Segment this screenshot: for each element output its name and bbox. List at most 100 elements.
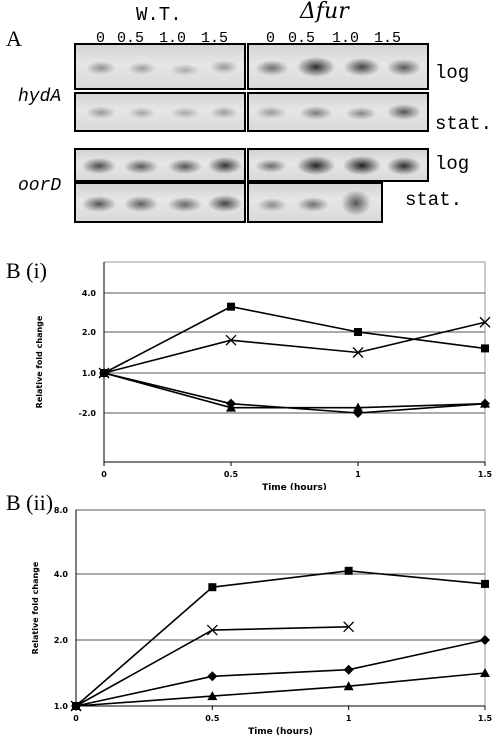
row-label-stat: stat.	[405, 189, 463, 211]
x-axis-title: Time (hours)	[248, 727, 313, 737]
series-line-triangle	[103, 372, 486, 409]
gel-band	[208, 195, 242, 212]
gel-band	[170, 107, 200, 119]
data-point-square	[481, 344, 489, 353]
gel-band	[82, 196, 116, 212]
gel-hyda-wt-log	[74, 43, 246, 90]
x-tick-label: 0.5	[205, 714, 220, 723]
x-tick-label: 1	[355, 470, 361, 479]
gel-band	[297, 57, 335, 77]
x-tick-label: 1	[346, 714, 352, 723]
data-point-square	[344, 566, 353, 575]
data-point-triangle	[353, 402, 363, 412]
row-label-log: log	[435, 153, 470, 175]
data-point-triangle	[71, 701, 81, 710]
series-line-diamond	[75, 639, 486, 707]
data-point-triangle	[480, 398, 490, 408]
gel-band	[82, 158, 116, 174]
gel-oord-wt-log	[74, 148, 246, 182]
y-axis-title: Relative fold change	[31, 561, 40, 654]
gel-band	[299, 106, 333, 120]
series-line-triangle	[75, 672, 486, 707]
data-point-diamond	[207, 671, 218, 682]
gel-band	[210, 106, 238, 119]
data-point-diamond	[480, 635, 490, 645]
y-tick-label: 2.0	[82, 328, 97, 337]
gel-band	[124, 196, 158, 212]
y-tick-label: 2.0	[54, 636, 69, 645]
data-point-x	[479, 316, 491, 328]
time-label: 0	[266, 30, 276, 47]
data-point-square	[227, 302, 235, 311]
y-tick-label: 8.0	[54, 506, 69, 515]
gel-band	[255, 106, 287, 119]
gel-band	[86, 61, 116, 75]
data-point-triangle	[480, 668, 490, 677]
data-point-triangle	[99, 368, 109, 377]
data-point-square	[354, 328, 362, 336]
gel-band	[387, 59, 421, 76]
panel-b-i-label: B (i)	[6, 258, 47, 283]
time-label: 1.0	[159, 30, 187, 47]
gel-band	[257, 198, 287, 212]
data-point-x	[343, 621, 355, 633]
x-tick-label: 0	[101, 470, 107, 479]
x-tick-label: 1.5	[478, 470, 493, 479]
y-tick-label: 4.0	[82, 289, 97, 298]
data-point-triangle	[226, 402, 236, 412]
data-point-diamond	[343, 664, 354, 675]
row-label-log: log	[435, 62, 470, 84]
gel-band	[210, 60, 238, 74]
gel-band	[124, 159, 158, 174]
series-line-square	[103, 305, 486, 374]
data-point-x	[225, 334, 237, 346]
plot-area	[103, 261, 486, 463]
time-label: 1.5	[201, 30, 229, 47]
gene-label-oord: oorD	[18, 176, 62, 196]
gel-band	[128, 107, 156, 119]
gel-band	[255, 159, 287, 173]
time-label: 0.5	[288, 30, 316, 47]
gel-hyda-wt-stat	[74, 92, 246, 132]
gel-band	[341, 190, 371, 216]
gel-band	[297, 197, 329, 212]
delta-fur-header: Δfur	[300, 0, 349, 24]
y-tick-label: 1.0	[82, 369, 97, 378]
time-label: 1.5	[374, 30, 402, 47]
time-label: 0	[96, 30, 106, 47]
x-tick-label: 1.5	[478, 714, 493, 723]
x-axis-title: Time (hours)	[262, 483, 327, 490]
gel-band	[170, 64, 200, 76]
data-point-square	[208, 583, 217, 592]
y-tick-label: 4.0	[54, 570, 69, 579]
data-point-triangle	[207, 691, 218, 701]
x-tick-label: 0	[73, 714, 79, 723]
gel-band	[128, 62, 156, 75]
gene-label-hyda: hydA	[18, 87, 62, 107]
y-tick-label: -2.0	[79, 409, 97, 418]
data-point-square	[481, 579, 489, 588]
time-label: 1.0	[332, 30, 360, 47]
gel-band	[208, 157, 242, 174]
data-point-x	[352, 347, 364, 358]
gel-hyda-fur-stat	[247, 92, 429, 132]
plot-area	[75, 509, 486, 707]
y-tick-label: 1.0	[54, 702, 69, 711]
gel-band	[345, 107, 377, 120]
gel-oord-fur-stat	[247, 182, 383, 223]
gel-band	[344, 58, 380, 76]
data-point-x	[206, 624, 218, 636]
panel-a-label: A	[6, 26, 22, 51]
gel-band	[168, 159, 202, 174]
x-tick-label: 0.5	[224, 470, 239, 479]
line-chart-b-ii: 8.0 4.0 2.0 1.0 0 0.5 1 1.5 Time (hours) Relative…	[31, 506, 493, 737]
gel-hyda-fur-log	[247, 43, 429, 90]
gel-band	[343, 156, 381, 175]
gel-oord-fur-log	[247, 148, 429, 182]
gel-band	[387, 104, 421, 120]
gel-oord-wt-stat	[74, 182, 246, 223]
series-line-x	[103, 321, 486, 374]
gel-band	[387, 157, 421, 175]
data-point-triangle	[343, 681, 354, 691]
gel-band	[297, 156, 335, 175]
